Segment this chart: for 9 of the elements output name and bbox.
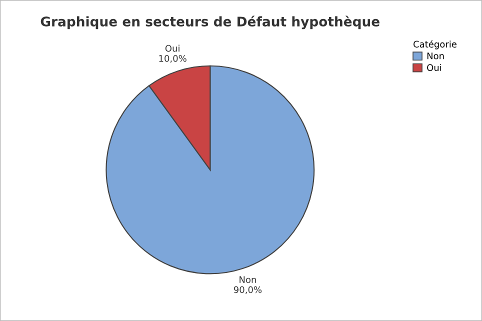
data-label: 10,0% [159,55,186,63]
legend-title: Catégorie [414,40,456,50]
chart-title: Graphique en secteurs de Défaut hypothèque [40,16,380,30]
pie-slice [106,65,315,274]
legend-label: Oui [427,64,442,72]
slice-label: Oui [165,44,180,52]
slice-label: Non [240,276,256,284]
legend-label: Non [427,52,444,60]
data-label: 90,0% [234,286,262,294]
